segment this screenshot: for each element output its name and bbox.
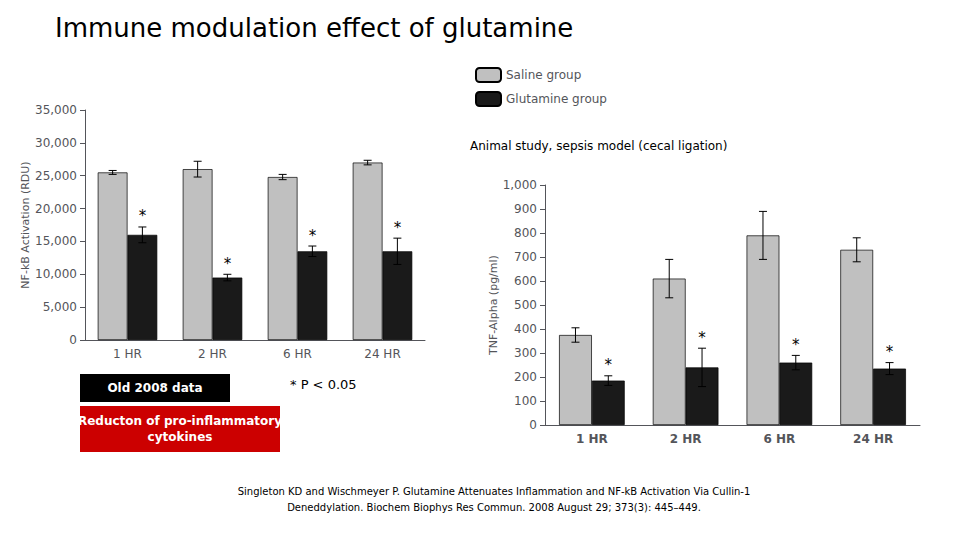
svg-text:800: 800	[514, 226, 537, 240]
svg-text:2 HR: 2 HR	[198, 347, 227, 361]
svg-text:0: 0	[529, 418, 537, 432]
svg-text:25,000: 25,000	[35, 169, 77, 183]
svg-text:35,000: 35,000	[35, 103, 77, 117]
svg-text:*: *	[139, 207, 147, 225]
svg-text:Singleton KD and Wischmeyer P.: Singleton KD and Wischmeyer P. Glutamine…	[238, 486, 751, 497]
svg-text:0: 0	[69, 333, 77, 347]
svg-text:10,000: 10,000	[35, 267, 77, 281]
svg-text:200: 200	[514, 370, 537, 384]
svg-text:1,000: 1,000	[503, 178, 537, 192]
svg-text:1 HR: 1 HR	[576, 432, 608, 446]
svg-text:15,000: 15,000	[35, 234, 77, 248]
svg-text:900: 900	[514, 202, 537, 216]
svg-text:*: *	[792, 336, 800, 354]
svg-text:2 HR: 2 HR	[670, 432, 702, 446]
svg-text:*: *	[394, 219, 402, 237]
svg-text:Immune modulation effect of gl: Immune modulation effect of glutamine	[55, 13, 573, 43]
svg-text:600: 600	[514, 274, 537, 288]
svg-text:5,000: 5,000	[43, 300, 77, 314]
svg-text:Saline group: Saline group	[506, 68, 581, 82]
svg-text:400: 400	[514, 322, 537, 336]
svg-text:24 HR: 24 HR	[853, 432, 893, 446]
svg-text:700: 700	[514, 250, 537, 264]
svg-text:*: *	[605, 356, 613, 374]
svg-text:6 HR: 6 HR	[763, 432, 795, 446]
svg-text:100: 100	[514, 394, 537, 408]
svg-text:6 HR: 6 HR	[283, 347, 312, 361]
svg-text:Animal study, sepsis model (ce: Animal study, sepsis model (cecal ligati…	[470, 139, 727, 153]
svg-text:20,000: 20,000	[35, 202, 77, 216]
svg-text:Old 2008 data: Old 2008 data	[107, 381, 202, 395]
svg-text:24 HR: 24 HR	[364, 347, 400, 361]
svg-text:Glutamine group: Glutamine group	[506, 92, 607, 106]
svg-text:30,000: 30,000	[35, 136, 77, 150]
svg-text:cytokines: cytokines	[148, 430, 213, 444]
svg-text:NF-kB Activation (RDU): NF-kB Activation (RDU)	[19, 161, 32, 288]
svg-text:500: 500	[514, 298, 537, 312]
svg-text:*: *	[309, 227, 317, 245]
svg-text:*: *	[886, 343, 894, 361]
svg-text:Deneddylation. Biochem Biophys: Deneddylation. Biochem Biophys Res Commu…	[287, 502, 701, 513]
svg-text:TNF-Alpha (pg/ml): TNF-Alpha (pg/ml)	[487, 255, 500, 356]
svg-text:*: *	[224, 255, 232, 273]
svg-text:1 HR: 1 HR	[113, 347, 142, 361]
svg-text:* P < 0.05: * P < 0.05	[290, 377, 357, 392]
svg-text:300: 300	[514, 346, 537, 360]
svg-text:*: *	[698, 329, 706, 347]
svg-text:Reducton of pro-inflammatory: Reducton of pro-inflammatory	[78, 414, 282, 428]
